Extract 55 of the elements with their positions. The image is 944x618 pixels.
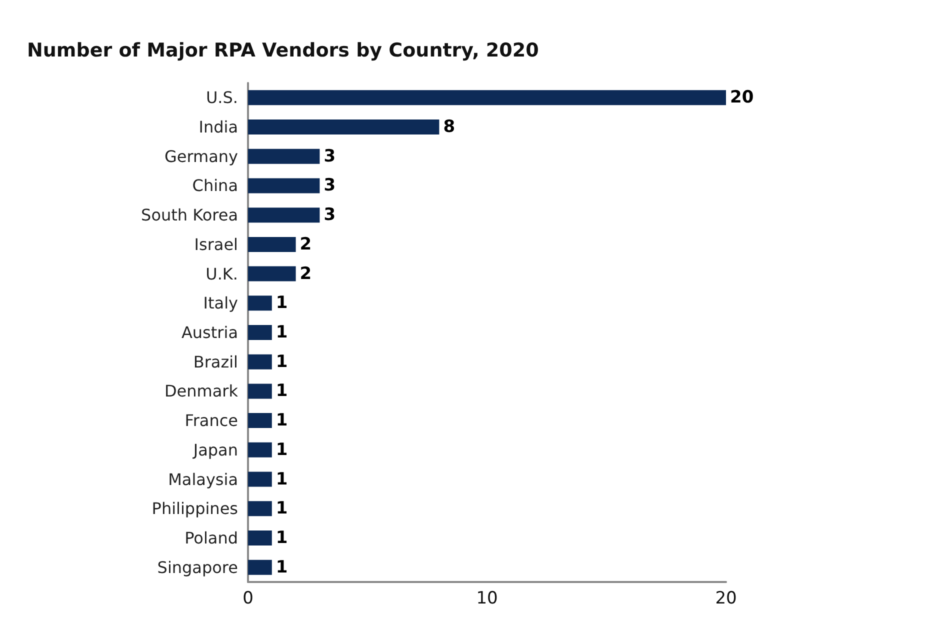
y-tick-label: Singapore (157, 558, 238, 577)
y-tick-label: China (192, 176, 238, 196)
data-label: 1 (276, 498, 288, 519)
y-tick-label: France (184, 411, 238, 430)
bar (248, 413, 272, 428)
y-tick-label: U.K. (206, 264, 238, 284)
bar (248, 472, 272, 487)
bar (248, 90, 726, 106)
data-label: 20 (730, 88, 754, 108)
bar (248, 501, 272, 516)
y-tick-label: Germany (164, 146, 238, 166)
data-label: 2 (300, 234, 312, 254)
x-tick-label: 10 (476, 588, 498, 608)
y-tick-label: Malaysia (168, 470, 238, 489)
data-label: 1 (276, 528, 288, 548)
bar (248, 178, 320, 194)
x-tick-label: 0 (242, 588, 254, 608)
bar (248, 148, 320, 164)
bar (248, 236, 296, 252)
y-tick-label: South Korea (141, 206, 238, 225)
data-label: 1 (276, 410, 288, 431)
bar (248, 120, 440, 135)
data-label: 2 (300, 264, 312, 284)
data-label: 3 (324, 146, 336, 166)
bar (248, 208, 320, 223)
bar (248, 384, 272, 399)
data-label: 1 (276, 469, 288, 490)
data-label: 1 (276, 352, 288, 372)
x-tick-label: 20 (715, 588, 737, 608)
y-tick-label: Japan (192, 440, 238, 460)
y-tick-label: Poland (184, 528, 238, 548)
bar (248, 530, 272, 546)
chart-title: Number of Major RPA Vendors by Country, 2020 (27, 40, 539, 62)
data-label: 1 (276, 293, 288, 314)
bar (248, 325, 272, 340)
y-tick-label: India (198, 118, 238, 137)
data-label: 1 (276, 322, 288, 342)
y-tick-label: U.S. (206, 88, 238, 108)
data-label: 1 (276, 557, 288, 578)
y-tick-label: Denmark (164, 382, 239, 401)
data-label: 8 (443, 117, 456, 138)
y-tick-label: Austria (181, 323, 238, 342)
bar (248, 296, 272, 311)
bar (248, 266, 296, 282)
y-tick-label: Philippines (152, 499, 238, 518)
bar (248, 560, 272, 575)
data-label: 3 (324, 176, 336, 196)
bar (248, 442, 272, 458)
y-tick-label: Italy (203, 294, 238, 313)
data-label: 1 (276, 381, 288, 402)
bar (248, 354, 272, 370)
data-label: 1 (276, 440, 288, 460)
y-tick-label: Brazil (193, 352, 238, 372)
data-label: 3 (324, 205, 336, 226)
y-tick-label: Israel (194, 234, 238, 254)
